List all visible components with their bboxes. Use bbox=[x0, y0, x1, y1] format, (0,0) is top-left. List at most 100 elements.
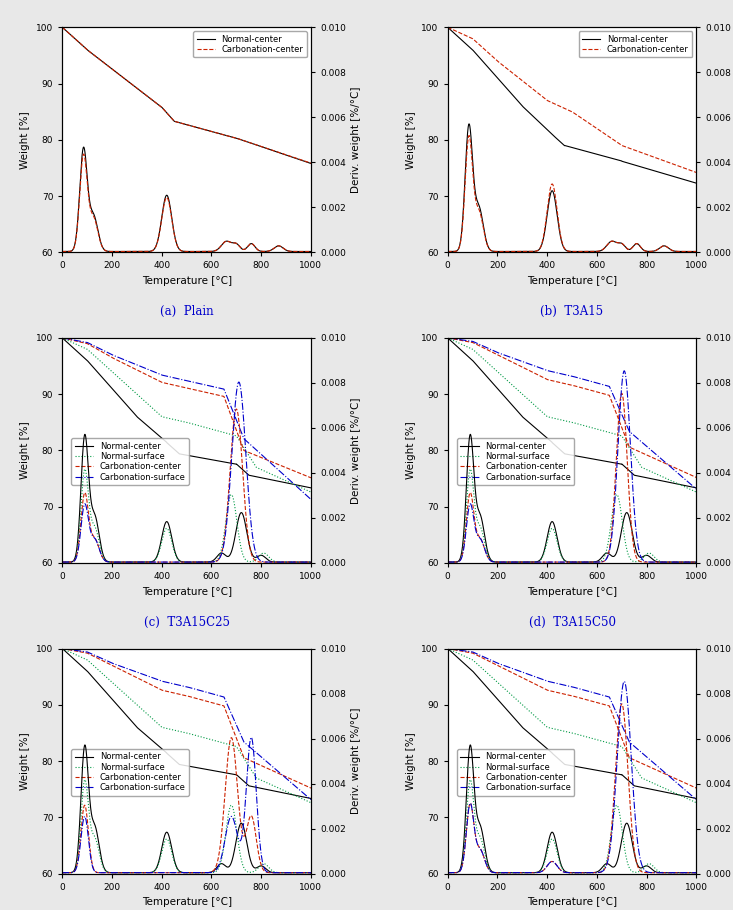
Y-axis label: Deriv. weight [%/°C]: Deriv. weight [%/°C] bbox=[351, 397, 361, 504]
Y-axis label: Deriv. weight [%/°C]: Deriv. weight [%/°C] bbox=[351, 708, 361, 814]
Carbonation-center bbox=[660, 156, 669, 167]
Carbonation-center bbox=[692, 472, 701, 483]
Normal-surface bbox=[443, 643, 452, 654]
Line: Normal-center: Normal-center bbox=[62, 338, 311, 488]
Title: (b)  T3A15: (b) T3A15 bbox=[540, 306, 603, 318]
Carbonation-surface bbox=[306, 794, 315, 805]
Carbonation-surface bbox=[692, 794, 701, 805]
Normal-center bbox=[443, 643, 452, 654]
Y-axis label: Weight [%]: Weight [%] bbox=[406, 733, 416, 790]
Legend: Normal-center, Carbonation-center: Normal-center, Carbonation-center bbox=[194, 32, 307, 57]
Carbonation-center bbox=[471, 339, 480, 349]
Normal-surface bbox=[487, 360, 496, 371]
Normal-surface bbox=[101, 671, 110, 682]
Normal-surface bbox=[101, 360, 110, 371]
Normal-surface bbox=[471, 347, 480, 358]
Normal-surface bbox=[443, 332, 452, 343]
Normal-center bbox=[539, 430, 548, 440]
Carbonation-surface bbox=[58, 643, 67, 654]
Normal-center bbox=[153, 98, 162, 109]
Line: Normal-center: Normal-center bbox=[448, 649, 696, 798]
Normal-center bbox=[164, 109, 173, 120]
Carbonation-surface bbox=[164, 677, 173, 688]
Normal-center bbox=[306, 158, 315, 169]
Normal-center bbox=[275, 476, 284, 487]
Normal-center bbox=[687, 792, 696, 803]
Title: (d)  T3A15C50: (d) T3A15C50 bbox=[528, 616, 616, 629]
Carbonation-center bbox=[539, 372, 548, 383]
Line: Normal-surface: Normal-surface bbox=[62, 338, 311, 492]
Carbonation-surface bbox=[275, 465, 284, 476]
Normal-center bbox=[101, 686, 110, 697]
Normal-center bbox=[692, 793, 701, 804]
Normal-surface bbox=[539, 718, 548, 729]
Normal-center bbox=[487, 376, 496, 387]
Normal-surface bbox=[692, 487, 701, 498]
Normal-surface bbox=[550, 413, 559, 424]
Y-axis label: Deriv. weight [%/°C]: Deriv. weight [%/°C] bbox=[351, 86, 361, 193]
Carbonation-center bbox=[86, 47, 95, 58]
Carbonation-surface bbox=[487, 654, 496, 665]
Normal-center bbox=[539, 740, 548, 751]
Carbonation-surface bbox=[687, 480, 696, 490]
Carbonation-surface bbox=[101, 346, 110, 357]
Carbonation-center bbox=[58, 22, 67, 33]
Carbonation-center bbox=[660, 768, 669, 779]
Carbonation-center bbox=[539, 92, 548, 103]
Title: (a)  Plain: (a) Plain bbox=[160, 306, 213, 318]
Normal-center bbox=[153, 430, 162, 440]
Normal-center bbox=[687, 481, 696, 492]
Normal-center bbox=[275, 786, 284, 797]
Normal-center bbox=[302, 157, 311, 167]
Carbonation-center bbox=[539, 682, 548, 693]
Line: Normal-surface: Normal-surface bbox=[62, 649, 311, 803]
Normal-center bbox=[487, 65, 496, 76]
Normal-center bbox=[302, 792, 311, 803]
Normal-center bbox=[302, 481, 311, 492]
Carbonation-center bbox=[306, 472, 315, 483]
Normal-center bbox=[101, 376, 110, 387]
Y-axis label: Weight [%]: Weight [%] bbox=[21, 733, 31, 790]
Carbonation-center bbox=[443, 22, 452, 33]
Legend: Normal-center, Normal-surface, Carbonation-center, Carbonation-surface: Normal-center, Normal-surface, Carbonati… bbox=[71, 439, 189, 485]
Normal-surface bbox=[86, 347, 95, 358]
Carbonation-center bbox=[443, 643, 452, 654]
Carbonation-center bbox=[687, 166, 696, 177]
Normal-center bbox=[471, 359, 480, 369]
Carbonation-surface bbox=[550, 367, 559, 378]
Carbonation-center bbox=[164, 686, 173, 697]
Carbonation-surface bbox=[692, 483, 701, 494]
Normal-center bbox=[58, 332, 67, 343]
Normal-center bbox=[539, 120, 548, 131]
Normal-center bbox=[471, 670, 480, 681]
Y-axis label: Weight [%]: Weight [%] bbox=[21, 111, 31, 168]
Y-axis label: Weight [%]: Weight [%] bbox=[406, 421, 416, 480]
X-axis label: Temperature [°C]: Temperature [°C] bbox=[527, 276, 617, 286]
Normal-center bbox=[471, 48, 480, 59]
Normal-surface bbox=[153, 408, 162, 419]
Carbonation-center bbox=[164, 109, 173, 120]
Carbonation-surface bbox=[86, 648, 95, 659]
Normal-center bbox=[550, 130, 559, 141]
Carbonation-center bbox=[302, 156, 311, 167]
Carbonation-surface bbox=[164, 371, 173, 382]
Line: Normal-center: Normal-center bbox=[448, 338, 696, 488]
Line: Normal-center: Normal-center bbox=[62, 649, 311, 798]
Normal-surface bbox=[660, 472, 669, 483]
Carbonation-surface bbox=[487, 344, 496, 355]
Normal-surface bbox=[471, 657, 480, 668]
Normal-center bbox=[550, 749, 559, 760]
Carbonation-center bbox=[471, 650, 480, 661]
Carbonation-surface bbox=[660, 767, 669, 778]
Normal-center bbox=[306, 793, 315, 804]
Line: Carbonation-center: Carbonation-center bbox=[448, 338, 696, 478]
Carbonation-surface bbox=[153, 674, 162, 685]
Carbonation-center bbox=[275, 768, 284, 779]
X-axis label: Temperature [°C]: Temperature [°C] bbox=[527, 587, 617, 597]
Normal-center bbox=[660, 786, 669, 797]
Carbonation-center bbox=[550, 376, 559, 387]
Normal-center bbox=[86, 359, 95, 369]
Carbonation-surface bbox=[471, 338, 480, 349]
X-axis label: Temperature [°C]: Temperature [°C] bbox=[527, 897, 617, 907]
Normal-center bbox=[86, 47, 95, 58]
